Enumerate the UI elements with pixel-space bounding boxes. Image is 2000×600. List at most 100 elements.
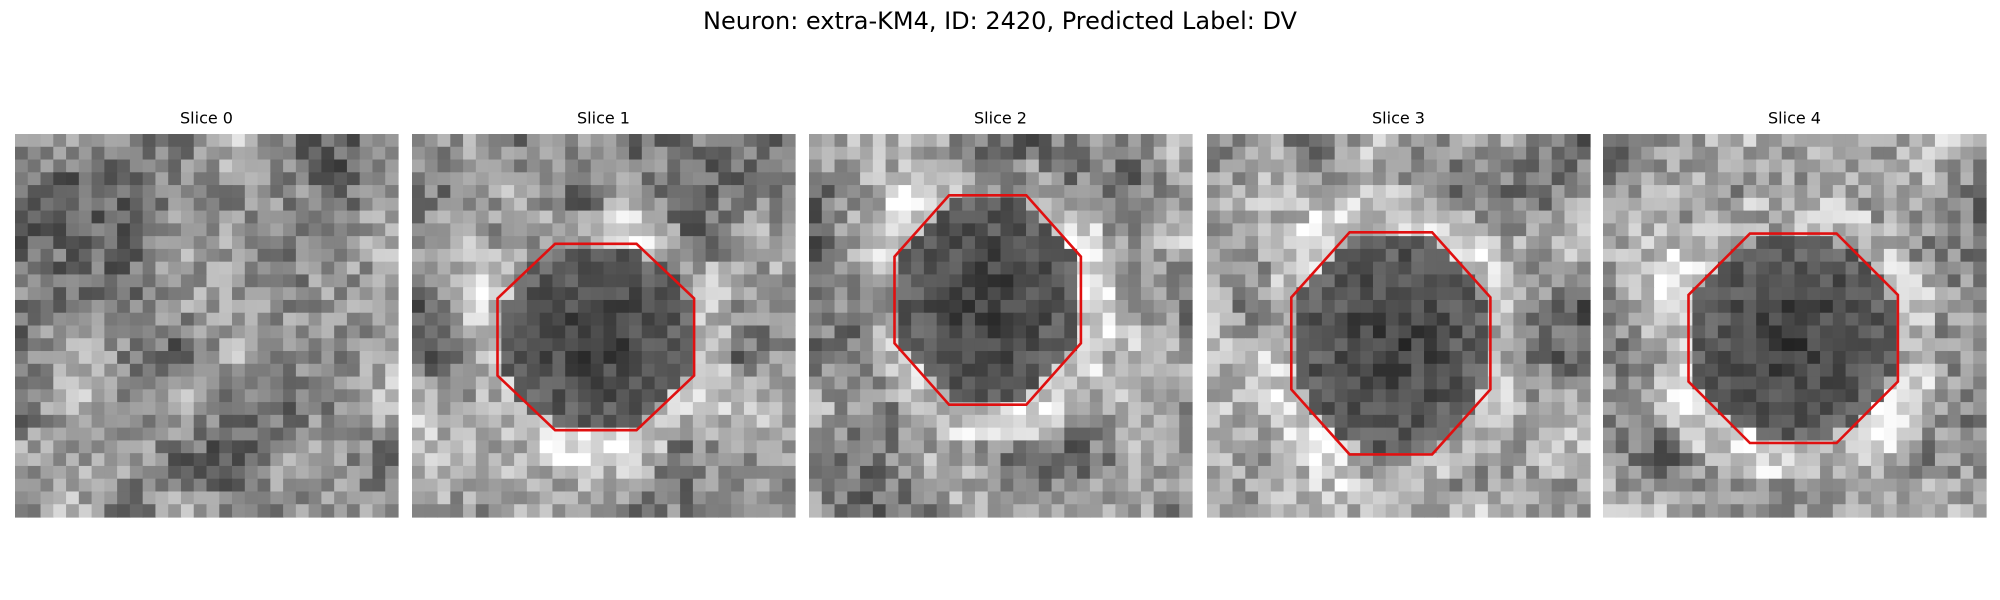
- pixel: [1947, 146, 1962, 161]
- pixel: [692, 172, 707, 186]
- pixel: [872, 453, 887, 467]
- pixel: [1538, 134, 1553, 148]
- pixel: [346, 134, 361, 148]
- pixel: [1077, 287, 1091, 301]
- pixel: [654, 236, 668, 250]
- pixel: [1026, 491, 1040, 505]
- pixel: [1487, 159, 1502, 173]
- pixel: [1705, 427, 1719, 441]
- pixel: [1705, 453, 1719, 467]
- pixel: [257, 478, 271, 493]
- pixel: [514, 478, 528, 493]
- pixel: [1820, 414, 1834, 429]
- pixel: [424, 172, 439, 186]
- pixel: [232, 453, 246, 467]
- pixel: [1270, 248, 1285, 263]
- pixel: [590, 210, 605, 224]
- pixel: [1500, 248, 1514, 263]
- pixel: [1743, 134, 1757, 148]
- pixel: [1321, 299, 1336, 314]
- pixel: [1013, 159, 1027, 173]
- pixel: [1179, 299, 1193, 314]
- pixel: [1077, 440, 1091, 454]
- pixel: [885, 427, 899, 441]
- pixel: [1922, 210, 1936, 224]
- pixel: [1179, 338, 1193, 352]
- pixel: [809, 185, 823, 199]
- pixel: [1013, 146, 1027, 161]
- pixel: [1883, 248, 1898, 263]
- pixel: [923, 261, 938, 276]
- pixel: [142, 440, 157, 454]
- pixel: [590, 134, 605, 148]
- pixel: [962, 223, 976, 237]
- pixel: [15, 504, 29, 518]
- pixel: [91, 312, 105, 327]
- pixel: [155, 338, 169, 352]
- pixel: [565, 414, 579, 429]
- pixel: [334, 134, 348, 148]
- pixel: [1666, 159, 1681, 173]
- pixel: [692, 453, 707, 467]
- pixel: [206, 363, 220, 378]
- pixel: [1424, 210, 1438, 224]
- pixel: [1717, 504, 1732, 518]
- pixel: [193, 351, 208, 365]
- pixel: [692, 146, 707, 161]
- pixel: [1654, 236, 1668, 250]
- pixel: [1475, 351, 1489, 365]
- pixel: [193, 427, 208, 441]
- pixel: [1628, 363, 1642, 378]
- pixel: [809, 376, 823, 390]
- pixel: [1922, 414, 1936, 429]
- pixel: [1334, 414, 1349, 429]
- pixel: [1089, 248, 1104, 263]
- pixel: [680, 146, 694, 161]
- pixel: [1513, 376, 1527, 390]
- pixel: [756, 172, 771, 186]
- pixel: [1692, 261, 1706, 276]
- pixel: [860, 210, 874, 224]
- pixel: [1102, 210, 1116, 224]
- pixel: [718, 197, 732, 212]
- pixel: [1743, 146, 1757, 161]
- pixel: [1258, 504, 1272, 518]
- pixel: [1115, 146, 1129, 161]
- pixel: [1296, 338, 1310, 352]
- pixel: [450, 491, 464, 505]
- pixel: [1207, 172, 1221, 186]
- pixel: [219, 299, 233, 314]
- pixel: [834, 504, 848, 518]
- pixel: [1947, 440, 1962, 454]
- pixel: [1462, 402, 1476, 416]
- pixel: [155, 146, 169, 161]
- pixel: [1102, 402, 1116, 416]
- pixel: [219, 376, 233, 390]
- pixel: [821, 363, 836, 378]
- pixel: [590, 159, 605, 173]
- pixel: [463, 427, 477, 441]
- pixel: [1245, 376, 1259, 390]
- pixel: [1577, 453, 1591, 467]
- pixel: [552, 146, 566, 161]
- pixel: [91, 236, 105, 250]
- pixel: [104, 338, 118, 352]
- pixel: [1115, 465, 1129, 480]
- pixel: [1871, 223, 1885, 237]
- pixel: [1551, 312, 1566, 327]
- pixel: [1411, 402, 1425, 416]
- pixel: [488, 478, 502, 493]
- pixel: [501, 146, 515, 161]
- pixel: [616, 248, 630, 263]
- pixel: [1000, 134, 1014, 148]
- pixel: [1577, 146, 1591, 161]
- pixel: [346, 287, 361, 301]
- pixel: [1245, 504, 1259, 518]
- pixel: [974, 491, 989, 505]
- pixel: [539, 338, 554, 352]
- pixel: [1564, 134, 1578, 148]
- pixel: [1385, 274, 1400, 288]
- pixel: [104, 351, 118, 365]
- pixel: [629, 440, 643, 454]
- pixel: [1245, 261, 1259, 276]
